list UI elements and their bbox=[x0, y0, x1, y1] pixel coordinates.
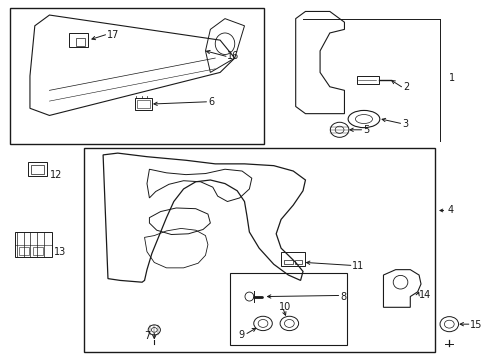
Text: 7: 7 bbox=[144, 331, 150, 341]
Bar bbox=[19, 247, 29, 255]
Bar bbox=[135, 98, 152, 110]
Text: 8: 8 bbox=[339, 292, 346, 302]
Bar bbox=[69, 33, 88, 47]
Text: 6: 6 bbox=[207, 97, 214, 107]
Text: 11: 11 bbox=[351, 261, 363, 271]
Bar bbox=[284, 260, 293, 264]
Bar bbox=[27, 162, 47, 176]
Bar bbox=[137, 100, 150, 108]
Bar bbox=[31, 165, 43, 174]
Text: 14: 14 bbox=[418, 291, 430, 301]
Text: 13: 13 bbox=[54, 247, 66, 257]
Text: 2: 2 bbox=[402, 82, 408, 93]
Bar bbox=[83, 148, 434, 352]
Bar bbox=[295, 260, 302, 264]
Text: 12: 12 bbox=[50, 170, 62, 180]
Text: 17: 17 bbox=[107, 30, 119, 40]
Bar bbox=[76, 39, 85, 45]
Bar bbox=[15, 232, 52, 257]
Text: 1: 1 bbox=[448, 73, 454, 83]
Text: 3: 3 bbox=[401, 119, 407, 129]
Bar bbox=[33, 247, 42, 255]
Bar bbox=[229, 273, 346, 345]
Bar bbox=[281, 252, 305, 266]
Bar bbox=[356, 76, 378, 84]
Text: 5: 5 bbox=[362, 125, 368, 135]
Text: 4: 4 bbox=[447, 206, 452, 216]
Text: 9: 9 bbox=[238, 330, 244, 340]
Text: 15: 15 bbox=[469, 320, 481, 330]
Text: 10: 10 bbox=[278, 302, 290, 312]
Text: 16: 16 bbox=[227, 51, 239, 61]
Bar bbox=[10, 8, 264, 144]
